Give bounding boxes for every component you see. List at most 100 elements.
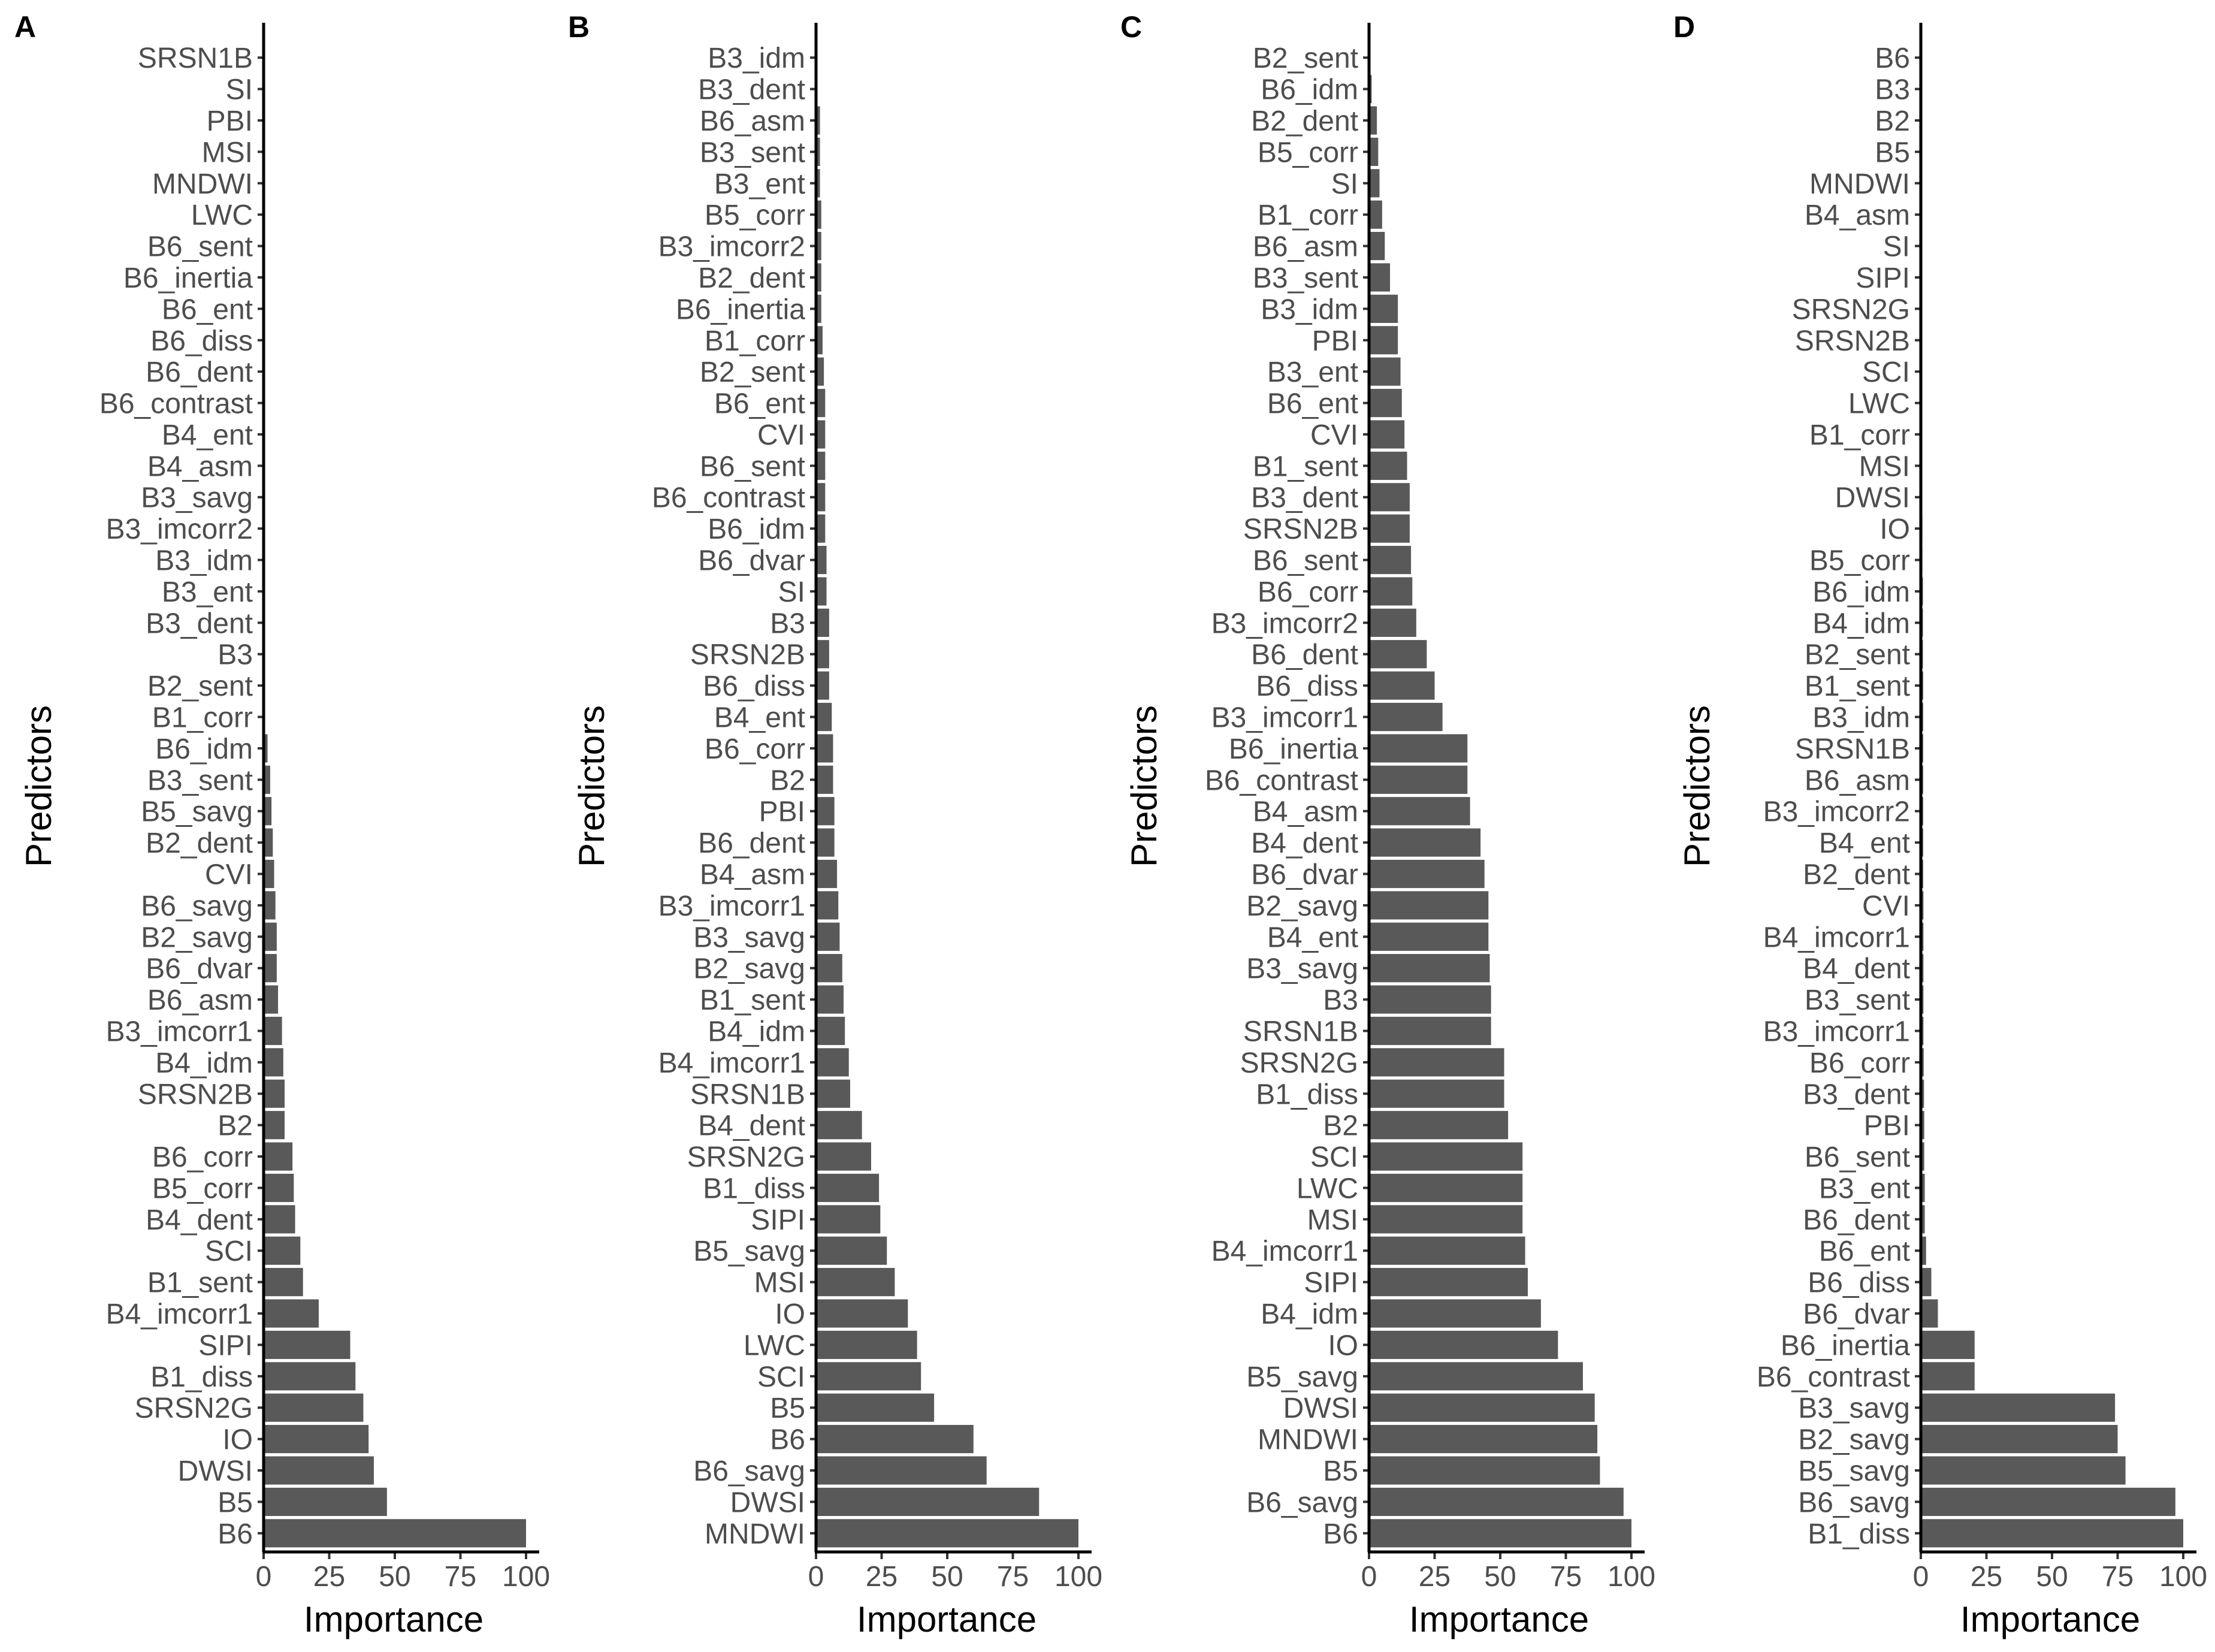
panel-a-bar-43 xyxy=(264,1393,364,1422)
panel-d-y-tick-label-43: B3_savg xyxy=(1798,1393,1910,1424)
panel-d-y-tick-label-40: B6_dvar xyxy=(1803,1298,1910,1330)
panel-b-x-tick-label-0: 0 xyxy=(808,1561,824,1593)
panel-b-y-tick-label-31: B4_idm xyxy=(708,1016,805,1047)
panel-b-y-tick-label-36: B1_diss xyxy=(703,1173,805,1204)
panel-c-bar-38 xyxy=(1369,1236,1525,1265)
panel-d-y-tick-label-45: B5_savg xyxy=(1798,1455,1910,1487)
panel-b-y-tick-label-26: B4_asm xyxy=(700,859,805,890)
panel-b-y-tick-label-44: B6 xyxy=(770,1424,805,1456)
panel-c-bar-47 xyxy=(1369,1519,1631,1548)
panel-a-y-tick-label-26: CVI xyxy=(205,859,253,890)
panel-b-y-tick-label-40: IO xyxy=(775,1298,805,1330)
panel-a-x-tick-label-4: 100 xyxy=(502,1561,550,1593)
panel-c-bar-10 xyxy=(1369,357,1401,386)
panel-c-bar-35 xyxy=(1369,1142,1523,1171)
panel-d-bar-46 xyxy=(1921,1487,2175,1516)
panel-b-bar-47 xyxy=(816,1519,1078,1548)
panel-a-bar-45 xyxy=(264,1456,374,1485)
panel-a-y-tick-label-2: PBI xyxy=(207,105,253,137)
panel-b-y-tick-label-37: SIPI xyxy=(751,1204,805,1236)
panel-b-y-tick-label-47: MNDWI xyxy=(705,1518,805,1550)
panel-b-y-tick-label-34: B4_dent xyxy=(698,1110,805,1142)
panel-a-bar-46 xyxy=(264,1487,387,1516)
panel-b-bar-18 xyxy=(816,608,829,637)
panel-b-bar-20 xyxy=(816,671,829,700)
panel-b-y-tick-label-33: SRSN1B xyxy=(690,1079,805,1110)
panel-d-bar-34 xyxy=(1921,1111,1924,1140)
panel-a-y-tick-label-35: B6_corr xyxy=(152,1141,253,1173)
panel-d-y-tick-label-37: B6_dent xyxy=(1803,1204,1910,1236)
panel-d-y-tick-label-9: SRSN2B xyxy=(1795,325,1910,357)
panel-a-y-tick-label-10: B6_dent xyxy=(146,357,253,388)
panel-a-y-tick-labels: SRSN1BSIPBIMSIMNDWILWCB6_sentB6_inertiaB… xyxy=(99,43,253,1550)
panel-a-y-tick-label-32: B4_idm xyxy=(155,1047,253,1079)
panel-c-bar-19 xyxy=(1369,640,1427,669)
panel-a-y-tick-label-23: B3_sent xyxy=(147,765,253,796)
panel-c-y-tick-label-30: B3 xyxy=(1323,984,1358,1016)
panel-d-y-tick-label-29: B4_dent xyxy=(1803,953,1910,985)
panel-a-y-tick-label-15: B3_imcorr2 xyxy=(106,514,253,545)
panel-a-y-tick-label-33: SRSN2B xyxy=(138,1079,253,1110)
panel-c-y-tick-label-4: SI xyxy=(1331,168,1358,200)
panel-b-bar-30 xyxy=(816,985,844,1014)
panel-b-y-tick-label-30: B1_sent xyxy=(700,984,805,1016)
panel-d-bar-37 xyxy=(1921,1205,1925,1234)
panel-b-y-tick-label-19: SRSN2B xyxy=(690,639,805,671)
panel-b: B Predictors Importance B3_idmB3_dentB6_… xyxy=(568,10,1102,1639)
panel-d-y-tick-label-30: B3_sent xyxy=(1805,984,1910,1016)
panel-c-y-tick-label-3: B5_corr xyxy=(1258,137,1358,168)
panel-a-bar-41 xyxy=(264,1330,350,1360)
panel-d-y-tick-label-36: B3_ent xyxy=(1819,1173,1910,1204)
panel-b-y-tick-label-17: SI xyxy=(778,576,805,608)
panel-b-bar-13 xyxy=(816,451,826,480)
panel-b-x-axis-title: Importance xyxy=(857,1599,1037,1639)
panel-c-bar-4 xyxy=(1369,169,1380,198)
panel-c-y-tick-label-16: B6_sent xyxy=(1253,545,1358,577)
panel-b-y-tick-label-3: B3_sent xyxy=(700,137,805,168)
panel-a-bar-32 xyxy=(264,1048,283,1077)
panel-a-bar-30 xyxy=(264,985,279,1014)
panel-a-y-tick-label-21: B1_corr xyxy=(152,702,253,734)
panel-b-x-tick-label-2: 50 xyxy=(931,1561,963,1593)
panel-b-bar-6 xyxy=(816,231,821,261)
panel-b-y-tick-label-24: PBI xyxy=(759,796,805,828)
panel-b-y-tick-label-6: B3_imcorr2 xyxy=(658,231,805,263)
panel-c-y-tick-label-42: B5_savg xyxy=(1246,1361,1358,1393)
panel-c-y-tick-label-43: DWSI xyxy=(1283,1393,1358,1424)
panel-c-bar-15 xyxy=(1369,514,1410,543)
panel-c-y-tick-label-25: B4_dent xyxy=(1251,827,1358,859)
panel-d-bars xyxy=(1921,169,2183,1548)
panel-b-y-tick-label-23: B2 xyxy=(770,765,805,796)
panel-c-bar-31 xyxy=(1369,1016,1491,1046)
panel-a-y-tick-label-20: B2_sent xyxy=(147,671,253,702)
panel-a-y-tick-label-7: B6_inertia xyxy=(123,262,253,294)
panel-a-bar-25 xyxy=(264,828,273,857)
panel-b-bar-37 xyxy=(816,1205,881,1234)
panel-a-y-tick-label-25: B2_dent xyxy=(146,827,253,859)
panel-b-bar-39 xyxy=(816,1268,895,1297)
panel-a-x-tick-label-2: 50 xyxy=(379,1561,410,1593)
panel-c-y-tick-label-19: B6_dent xyxy=(1251,639,1358,671)
panel-b-bar-35 xyxy=(816,1142,871,1171)
panel-d: D Predictors Importance B6B3B2B5MNDWIB4_… xyxy=(1673,10,2207,1639)
panel-d-bar-45 xyxy=(1921,1456,2126,1485)
panel-b-y-tick-label-18: B3 xyxy=(770,608,805,639)
panel-b-bar-2 xyxy=(816,106,820,135)
panel-b-y-tick-label-29: B2_savg xyxy=(693,953,805,985)
panel-c-bars xyxy=(1369,75,1631,1548)
panel-c-bar-14 xyxy=(1369,483,1410,512)
panel-a-y-tick-label-37: B4_dent xyxy=(146,1204,253,1236)
panel-b-y-tick-label-38: B5_savg xyxy=(693,1236,805,1267)
panel-c-bar-44 xyxy=(1369,1425,1598,1454)
panel-b-y-tick-label-42: SCI xyxy=(757,1361,805,1393)
panel-d-bar-43 xyxy=(1921,1393,2116,1422)
panel-c-y-tick-label-24: B4_asm xyxy=(1253,796,1358,828)
panel-c-y-tick-label-20: B6_diss xyxy=(1256,671,1358,702)
panel-b-x-tick-label-4: 100 xyxy=(1054,1561,1102,1593)
panel-c-y-tick-label-12: CVI xyxy=(1310,419,1358,451)
panel-b-y-tick-label-45: B6_savg xyxy=(693,1455,805,1487)
panel-d-y-tick-label-7: SIPI xyxy=(1856,262,1910,294)
panel-c-letter: C xyxy=(1120,10,1142,44)
panel-b-y-tick-label-16: B6_dvar xyxy=(698,545,805,577)
panel-d-bar-35 xyxy=(1921,1142,1924,1171)
